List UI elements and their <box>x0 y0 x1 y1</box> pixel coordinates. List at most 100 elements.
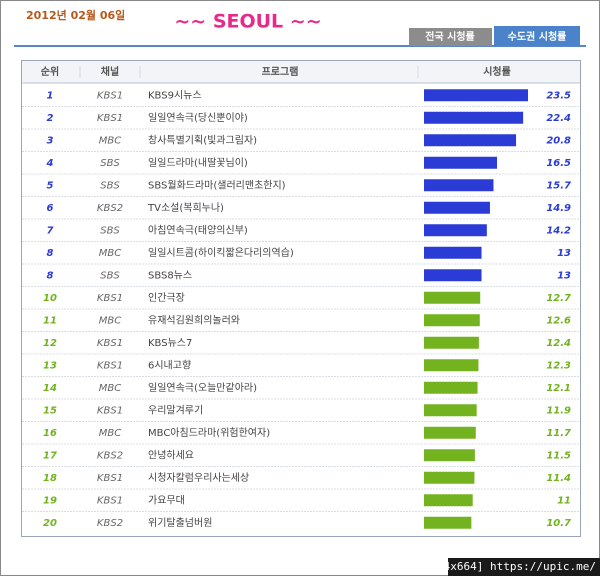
channel: MBC <box>99 135 121 146</box>
tab-label[interactable]: 수도권 시청률 <box>508 30 567 43</box>
rating-bar <box>424 269 482 282</box>
channel: KBS1 <box>97 338 123 349</box>
rating-bar <box>424 404 477 417</box>
rank: 11 <box>43 315 57 326</box>
watermark-bg <box>448 558 600 576</box>
channel: KBS2 <box>97 450 123 461</box>
rating: 20.8 <box>546 135 571 146</box>
program: 안녕하세요 <box>148 448 194 461</box>
rating: 11.4 <box>546 473 571 484</box>
rating: 14.2 <box>546 225 571 236</box>
tab-label[interactable]: 전국 시청률 <box>425 30 474 43</box>
rating-bar <box>424 336 479 349</box>
rating: 11 <box>557 495 571 506</box>
rank: 13 <box>43 360 57 371</box>
rating-bar <box>424 201 490 214</box>
tab[interactable] <box>409 28 492 46</box>
channel: KBS1 <box>97 113 123 124</box>
channel: KBS1 <box>97 293 123 304</box>
rank: 14 <box>43 383 57 394</box>
rating-bar <box>424 246 482 259</box>
rating-bar <box>424 449 475 462</box>
rating: 11.7 <box>546 428 571 439</box>
header-dividers <box>79 66 419 78</box>
rating-bar <box>424 471 475 484</box>
program: 위기탈출넘버원 <box>148 516 212 529</box>
rank: 18 <box>43 473 57 484</box>
rating: 22.4 <box>546 113 571 124</box>
channel: MBC <box>99 428 121 439</box>
rating-bar <box>424 381 478 394</box>
rank: 5 <box>47 180 54 191</box>
rating-bar <box>424 111 524 124</box>
channel: MBC <box>99 315 121 326</box>
program: KBS9시뉴스 <box>148 89 202 101</box>
program: 인간극장 <box>148 292 185 304</box>
column-headers: 순위 채널 프로그램 시청률 <box>41 65 511 78</box>
rank: 1 <box>47 90 54 101</box>
column-header: 채널 <box>101 65 119 78</box>
program: SBS8뉴스 <box>148 269 192 281</box>
program: KBS뉴스7 <box>148 337 192 349</box>
rank: 12 <box>43 338 57 349</box>
tab-active[interactable] <box>494 26 580 46</box>
program: 일일연속극(오늘만같아라) <box>148 382 257 394</box>
rating-bar <box>424 179 494 192</box>
rating: 14.9 <box>546 203 571 214</box>
program: MBC아침드라마(위험한여자) <box>148 426 270 439</box>
rank: 8 <box>47 270 54 281</box>
channel: SBS <box>100 180 120 191</box>
rating: 11.5 <box>546 450 571 461</box>
rating-bar <box>424 314 480 327</box>
rank: 17 <box>43 450 57 461</box>
program: TV소설(복희누나) <box>147 202 224 214</box>
rating: 13 <box>557 270 571 281</box>
rating: 11.9 <box>546 405 571 416</box>
channel: MBC <box>99 248 121 259</box>
program: 일일시트콤(하이킥짧은다리의역습) <box>148 246 294 259</box>
rating-bar <box>424 291 481 304</box>
rating-bar <box>424 494 473 507</box>
column-header: 프로그램 <box>262 66 299 78</box>
rating-bar <box>424 426 476 439</box>
rating: 23.5 <box>546 90 571 101</box>
channel: KBS2 <box>97 518 123 529</box>
rating-bar <box>424 359 479 372</box>
rating: 15.7 <box>546 180 571 191</box>
title: ~~ SEOUL ~~ <box>174 11 321 33</box>
channel: KBS1 <box>97 360 123 371</box>
channel: SBS <box>100 225 120 236</box>
table-frame <box>21 60 581 537</box>
rank: 19 <box>43 495 57 506</box>
rating: 12.4 <box>546 338 571 349</box>
rating-bar <box>424 156 498 169</box>
channel: KBS2 <box>97 203 123 214</box>
rating: 16.5 <box>546 158 571 169</box>
rating: 12.6 <box>546 315 571 326</box>
column-header: 시청률 <box>483 65 511 78</box>
rank: 3 <box>47 135 54 146</box>
program: 6시내고향 <box>148 359 191 371</box>
rating-bar <box>424 134 517 147</box>
rank: 15 <box>43 405 57 416</box>
rank: 10 <box>43 293 57 304</box>
rating-bar <box>424 89 528 102</box>
channel: KBS1 <box>97 405 123 416</box>
program: 아침연속극(태양의신부) <box>148 224 248 236</box>
column-header: 순위 <box>41 65 59 78</box>
program: 일일드라마(내딸꽃님이) <box>148 157 248 169</box>
channel: SBS <box>100 158 120 169</box>
program: 일일연속극(당신뿐이야) <box>148 112 248 124</box>
channel: KBS1 <box>97 473 123 484</box>
program: 유재석김원희의놀러와 <box>148 314 240 326</box>
rank: 20 <box>43 518 57 529</box>
rating-bar <box>424 224 487 237</box>
program: 시청자칼럼우리사는세상 <box>148 471 249 484</box>
program: 가요무대 <box>148 494 185 506</box>
rating: 10.7 <box>546 518 571 529</box>
rating: 12.7 <box>546 293 571 304</box>
rank: 16 <box>43 428 57 439</box>
rank: 7 <box>47 225 54 236</box>
rank: 4 <box>46 158 54 169</box>
watermark: [714x664] https://upic.me/ <box>424 560 596 573</box>
